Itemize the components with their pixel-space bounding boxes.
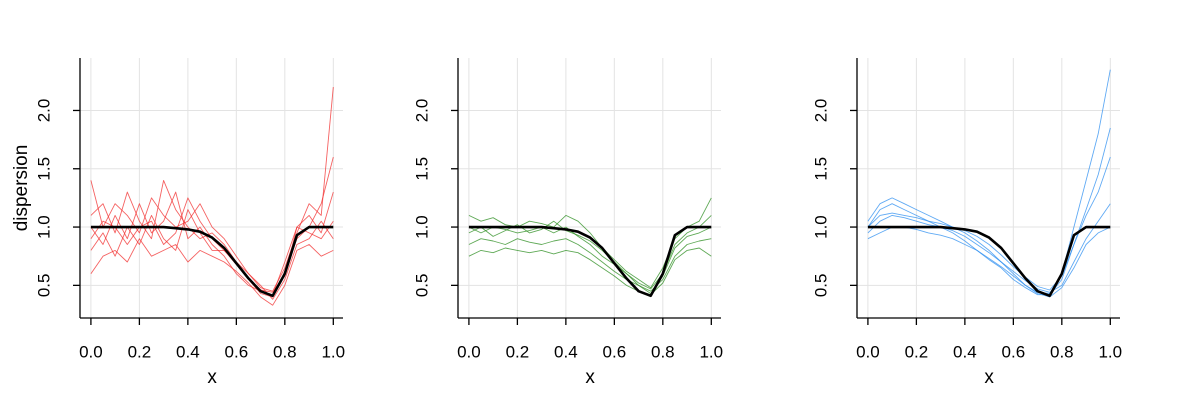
y-tick-label: 2.0	[811, 99, 830, 123]
y-tick-label: 1.0	[412, 215, 431, 239]
sample-curve	[90, 209, 334, 300]
x-tick-label: 0.4	[176, 342, 200, 361]
x-tick-label: 1.0	[699, 342, 723, 361]
x-axis-label: x	[585, 367, 595, 388]
x-tick-label: 0.0	[79, 342, 103, 361]
sample-curve	[867, 127, 1111, 291]
x-tick-label: 0.0	[856, 342, 880, 361]
y-tick-label: 1.0	[34, 215, 53, 239]
sample-curve	[468, 238, 712, 292]
x-tick-label: 0.8	[1050, 342, 1074, 361]
y-tick-label: 1.5	[412, 157, 431, 181]
x-tick-label: 0.4	[953, 342, 977, 361]
x-tick-label: 0.6	[603, 342, 627, 361]
true-curve	[90, 225, 334, 298]
true-curve	[867, 225, 1111, 298]
x-tick-label: 1.0	[1098, 342, 1122, 361]
x-axis-label: x	[207, 367, 217, 388]
y-tick-label: 0.5	[34, 274, 53, 298]
x-tick-label: 0.2	[506, 342, 530, 361]
x-tick-label: 0.8	[273, 342, 297, 361]
x-tick-label: 0.4	[554, 342, 578, 361]
x-tick-label: 1.0	[321, 342, 345, 361]
x-tick-label: 0.2	[905, 342, 929, 361]
sample-curve	[867, 203, 1111, 293]
x-tick-label: 0.0	[457, 342, 481, 361]
sample-curve	[90, 87, 334, 292]
sample-curve	[468, 215, 712, 290]
sample-curve	[468, 220, 712, 294]
x-tick-label: 0.6	[1002, 342, 1026, 361]
sample-curve	[90, 238, 334, 306]
y-tick-label: 2.0	[34, 99, 53, 123]
y-tick-label: 1.5	[811, 157, 830, 181]
true-curve	[468, 225, 712, 298]
y-axis-label: dispersion	[11, 145, 32, 232]
y-tick-label: 1.0	[811, 215, 830, 239]
sample-curve	[468, 247, 712, 296]
y-tick-label: 2.0	[412, 99, 431, 123]
x-tick-label: 0.8	[651, 342, 675, 361]
sample-curve	[90, 191, 334, 296]
x-axis-label: x	[984, 367, 994, 388]
x-tick-label: 0.6	[225, 342, 249, 361]
y-tick-label: 1.5	[34, 157, 53, 181]
x-tick-label: 0.2	[128, 342, 152, 361]
sample-curve	[468, 197, 712, 289]
sample-curve	[867, 69, 1111, 294]
y-tick-label: 0.5	[412, 274, 431, 298]
y-tick-label: 0.5	[811, 274, 830, 298]
